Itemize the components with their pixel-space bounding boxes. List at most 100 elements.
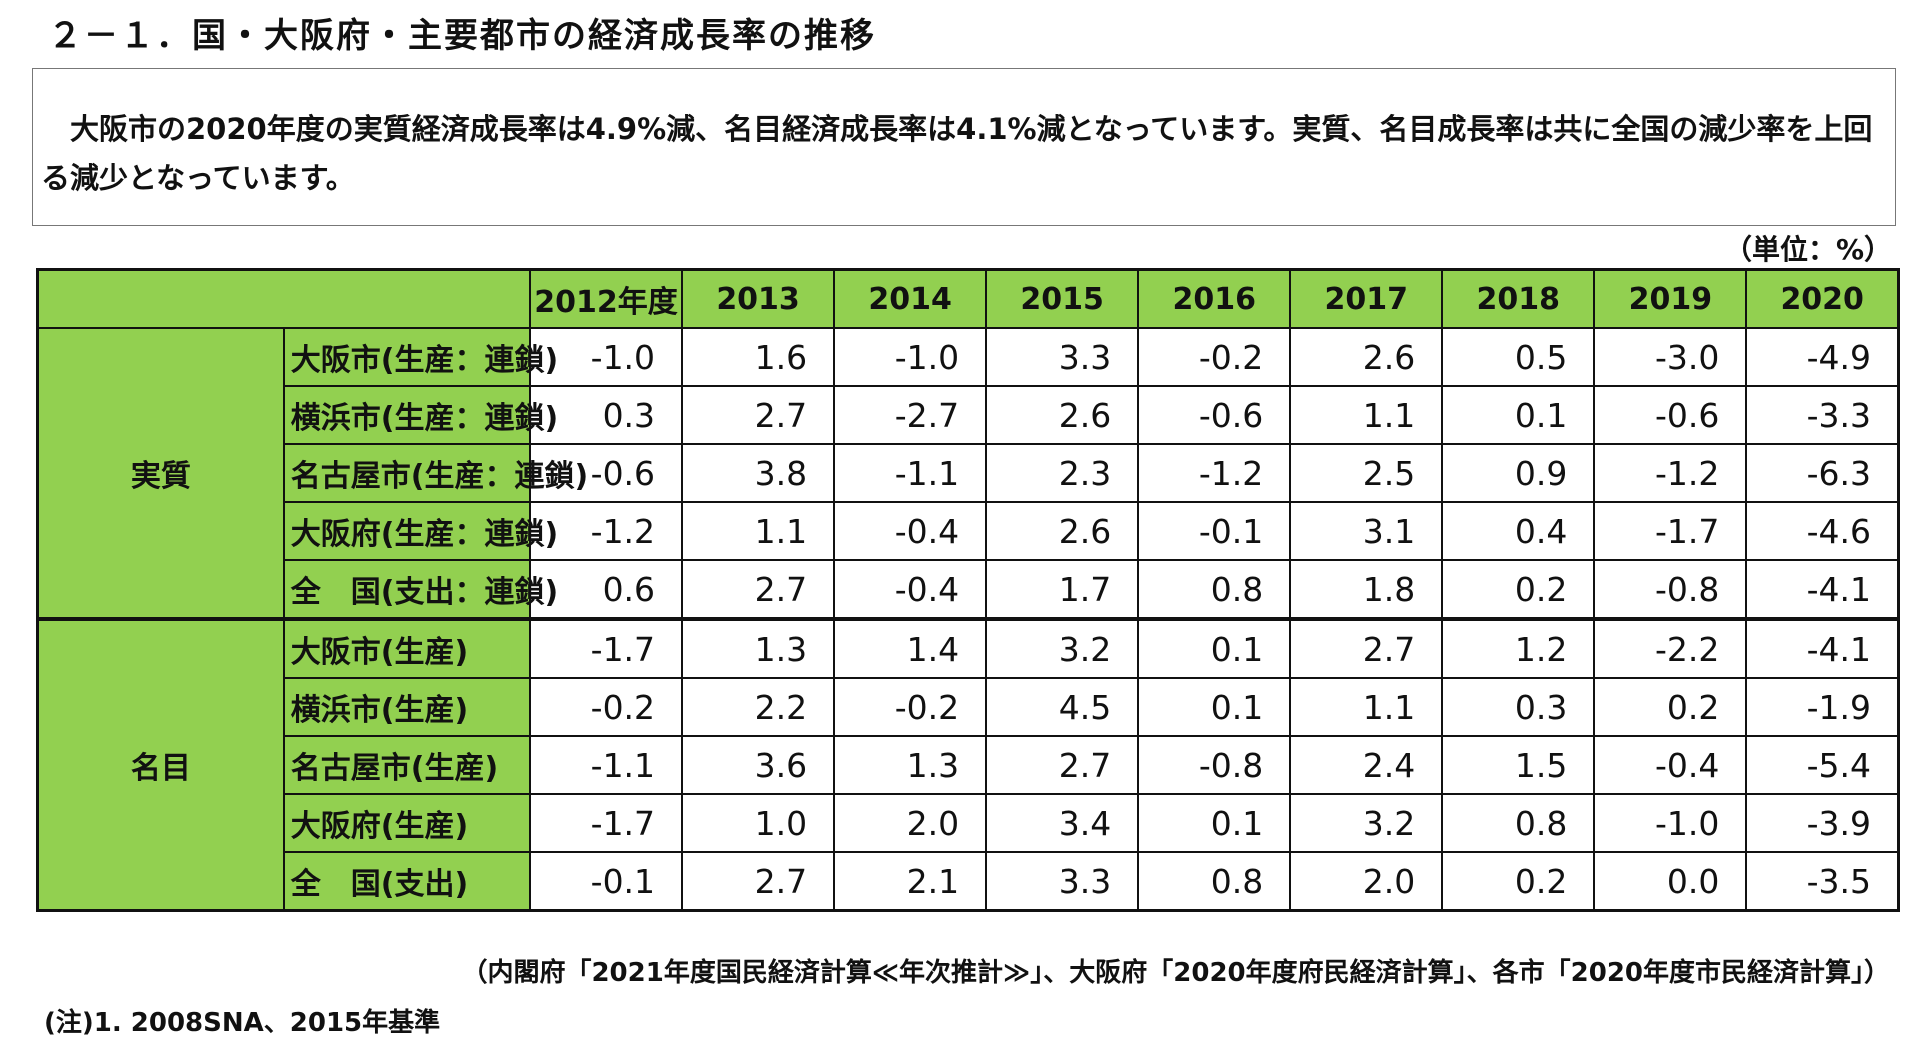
- table-row: 横浜市(生産：連鎖) 0.3 2.7 -2.7 2.6 -0.6 1.1 0.1 -0.6 -3.…: [38, 385, 1900, 445]
- table-row: 名古屋市(生産) -1.1 3.6 1.3 2.7 -0.8 2.4 1.5 -0.4 -5.4: [38, 735, 1900, 795]
- value-cell: 2.2: [681, 677, 836, 737]
- value-cell: 1.6: [681, 327, 836, 387]
- value-cell: 3.6: [681, 735, 836, 795]
- value-cell: 3.4: [985, 793, 1140, 853]
- value-cell: 3.3: [985, 327, 1140, 387]
- value-cell: -0.2: [833, 677, 988, 737]
- value-cell: 4.5: [985, 677, 1140, 737]
- value-cell: 0.4: [1441, 501, 1596, 561]
- footnote: (注)1. 2008SNA、2015年基準: [44, 1008, 441, 1038]
- year-header: 2015: [985, 268, 1140, 329]
- group-label: 実質: [36, 327, 285, 620]
- value-cell: 0.2: [1593, 677, 1748, 737]
- row-label: 大阪府(生産): [282, 793, 532, 853]
- value-cell: 2.6: [1289, 327, 1444, 387]
- table-row: 名古屋市(生産：連鎖) -0.6 3.8 -1.1 2.3 -1.2 2.5 0.9 -1.2-…: [38, 443, 1900, 503]
- value-cell: 2.0: [1289, 851, 1444, 912]
- value-cell: -3.3: [1745, 385, 1900, 445]
- value-cell: 3.1: [1289, 501, 1444, 561]
- value-cell: 2.7: [1289, 617, 1444, 679]
- value-cell: 1.0: [681, 793, 836, 853]
- value-cell: 3.2: [1289, 793, 1444, 853]
- value-cell: -1.7: [1593, 501, 1748, 561]
- value-cell: -4.6: [1745, 501, 1900, 561]
- value-cell: -1.0: [1593, 793, 1748, 853]
- value-cell: -1.0: [833, 327, 988, 387]
- value-cell: -0.4: [833, 501, 988, 561]
- value-cell: -1.7: [528, 617, 684, 679]
- value-cell: 2.7: [681, 385, 836, 445]
- value-cell: -0.1: [528, 851, 684, 912]
- value-cell: -0.2: [1137, 327, 1292, 387]
- value-cell: -0.6: [1593, 385, 1748, 445]
- value-cell: 1.3: [833, 735, 988, 795]
- value-cell: -1.1: [833, 443, 988, 503]
- group-label: 名目: [36, 617, 285, 912]
- table-row: 全 国(支出：連鎖) 0.6 2.7 -0.4 1.7 0.8 1.8 0.2 -0.8 -4.1: [38, 559, 1900, 620]
- row-label: 横浜市(生産): [282, 677, 532, 737]
- value-cell: 0.0: [1593, 851, 1748, 912]
- row-label: 横浜市(生産：連鎖): [282, 385, 558, 445]
- value-cell: -1.2: [1593, 443, 1748, 503]
- value-cell: -0.2: [528, 677, 684, 737]
- value-cell: 3.8: [681, 443, 836, 503]
- row-label: 大阪市(生産：連鎖): [282, 327, 558, 387]
- year-header: 2016: [1137, 268, 1292, 329]
- value-cell: 0.8: [1137, 851, 1292, 912]
- value-cell: 1.1: [681, 501, 836, 561]
- value-cell: -4.9: [1745, 327, 1900, 387]
- value-cell: 0.5: [1441, 327, 1596, 387]
- table-row: 実質 大阪市(生産：連鎖) -1.0 1.6 -1.0 3.3 -0.2 2.6 0.5 -3.0…: [36, 327, 1900, 620]
- value-cell: 0.2: [1441, 851, 1596, 912]
- value-cell: -1.2: [528, 501, 684, 561]
- value-cell: 2.6: [985, 501, 1140, 561]
- value-cell: 0.1: [1137, 793, 1292, 853]
- row-label: 名古屋市(生産): [282, 735, 532, 795]
- value-cell: 2.7: [681, 559, 836, 620]
- value-cell: 2.7: [985, 735, 1140, 795]
- value-cell: -3.5: [1745, 851, 1900, 912]
- table-row: 全 国(支出) -0.1 2.7 2.1 3.3 0.8 2.0 0.2 0.0 -3.5: [38, 851, 1900, 912]
- value-cell: 0.1: [1441, 385, 1596, 445]
- value-cell: 3.3: [985, 851, 1140, 912]
- header-blank: [36, 268, 531, 329]
- summary-box: 大阪市の2020年度の実質経済成長率は4.9%減、名目経済成長率は4.1%減とな…: [32, 68, 1896, 226]
- value-cell: -0.4: [833, 559, 988, 620]
- value-cell: -0.8: [1137, 735, 1292, 795]
- value-cell: 2.3: [985, 443, 1140, 503]
- value-cell: -1.7: [528, 793, 684, 853]
- year-header: 2019: [1593, 268, 1748, 329]
- value-cell: -1.1: [528, 735, 684, 795]
- row-label: 名古屋市(生産：連鎖): [282, 443, 588, 503]
- source-note: （内閣府「2021年度国民経済計算≪年次推計≫」、大阪府「2020年度府民経済計…: [461, 958, 1890, 988]
- value-cell: 0.8: [1441, 793, 1596, 853]
- value-cell: 0.3: [1441, 677, 1596, 737]
- value-cell: -0.6: [528, 443, 684, 503]
- year-header: 2020: [1745, 268, 1900, 329]
- year-header: 2012年度: [528, 268, 684, 329]
- value-cell: 0.2: [1441, 559, 1596, 620]
- value-cell: 1.3: [681, 617, 836, 679]
- table-row: 大阪府(生産) -1.7 1.0 2.0 3.4 0.1 3.2 0.8 -1.0 -3.9: [38, 793, 1900, 853]
- value-cell: 0.8: [1137, 559, 1292, 620]
- value-cell: -2.2: [1593, 617, 1748, 679]
- header-row: 2012年度 2013 2014 2015 2016 2017 2018 2019 2020: [36, 268, 1900, 329]
- value-cell: 3.2: [985, 617, 1140, 679]
- table-row: 大阪府(生産：連鎖) -1.2 1.1 -0.4 2.6 -0.1 3.1 0.4 -1.7 -4…: [38, 501, 1900, 561]
- value-cell: -3.9: [1745, 793, 1900, 853]
- value-cell: -0.6: [1137, 385, 1292, 445]
- summary-text: 大阪市の2020年度の実質経済成長率は4.9%減、名目経済成長率は4.1%減とな…: [41, 112, 1873, 195]
- value-cell: 1.4: [833, 617, 988, 679]
- page-title: ２－１．国・大阪府・主要都市の経済成長率の推移: [48, 16, 876, 56]
- value-cell: -1.9: [1745, 677, 1900, 737]
- value-cell: 2.7: [681, 851, 836, 912]
- value-cell: -4.1: [1745, 559, 1900, 620]
- value-cell: 2.6: [985, 385, 1140, 445]
- value-cell: 1.8: [1289, 559, 1444, 620]
- table-row: 名目 大阪市(生産) -1.7 1.3 1.4 3.2 0.1 2.7 1.2 -2.2 -4.1: [36, 617, 1900, 912]
- table-row: 横浜市(生産) -0.2 2.2 -0.2 4.5 0.1 1.1 0.3 0.2 -1.9: [38, 677, 1900, 737]
- value-cell: 1.7: [985, 559, 1140, 620]
- value-cell: 0.3: [528, 385, 684, 445]
- value-cell: 1.5: [1441, 735, 1596, 795]
- value-cell: 0.9: [1441, 443, 1596, 503]
